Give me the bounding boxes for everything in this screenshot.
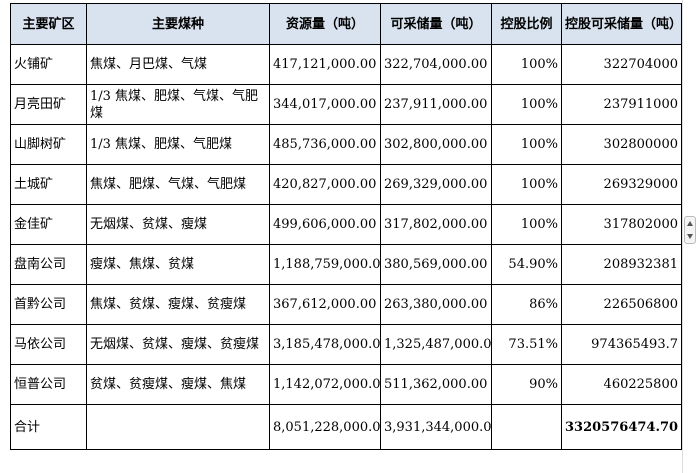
cell-region: 月亮田矿 (10, 84, 87, 125)
header-reserve: 可采储量（吨） (380, 3, 492, 45)
cell-region: 马依公司 (10, 324, 87, 365)
cell-total-reserve: 3,931,344,000.00 (380, 404, 492, 450)
cell-region: 山脚树矿 (10, 124, 87, 165)
cell-held: 208932381 (561, 244, 682, 285)
cell-coal: 无烟煤、贫煤、瘦煤、贫瘦煤 (86, 324, 270, 365)
cell-total-ratio (491, 404, 562, 450)
cell-region: 首黔公司 (10, 284, 87, 325)
cell-resource: 499,606,000.00 (269, 204, 381, 245)
cell-held: 269329000 (561, 164, 682, 205)
table-row: 首黔公司 焦煤、贫煤、瘦煤、贫瘦煤 367,612,000.00 263,380… (10, 284, 682, 325)
cell-region: 恒普公司 (10, 364, 87, 405)
page-edge-divider (682, 0, 683, 473)
cell-coal: 贫煤、贫瘦煤、瘦煤、焦煤 (86, 364, 270, 405)
cell-coal: 焦煤、肥煤、气煤、气肥煤 (86, 164, 270, 205)
cell-coal: 无烟煤、贫煤、瘦煤 (86, 204, 270, 245)
scroll-arrows-icon (687, 221, 693, 239)
cell-reserve: 263,380,000.00 (380, 284, 492, 325)
table-row: 马依公司 无烟煤、贫煤、瘦煤、贫瘦煤 3,185,478,000.00 1,32… (10, 324, 682, 365)
table-row: 盘南公司 瘦煤、焦煤、贫煤 1,188,759,000.00 380,569,0… (10, 244, 682, 285)
cell-coal: 瘦煤、焦煤、贫煤 (86, 244, 270, 285)
table-total-row: 合计 8,051,228,000.00 3,931,344,000.00 332… (10, 404, 682, 450)
table-row: 土城矿 焦煤、肥煤、气煤、气肥煤 420,827,000.00 269,329,… (10, 164, 682, 205)
header-held-reserve: 控股可采储量（吨） (561, 3, 682, 45)
cell-resource: 344,017,000.00 (269, 84, 381, 125)
cell-held: 974365493.7 (561, 324, 682, 365)
table-row: 火铺矿 焦煤、月巴煤、气煤 417,121,000.00 322,704,000… (10, 44, 682, 85)
cell-total-coal (86, 404, 270, 450)
cell-ratio: 86% (491, 284, 562, 325)
cell-ratio: 54.90% (491, 244, 562, 285)
cell-reserve: 322,704,000.00 (380, 44, 492, 85)
mine-reserve-table: 主要矿区 主要煤种 资源量（吨） 可采储量（吨） 控股比例 控股可采储量（吨） … (10, 3, 682, 450)
cell-held: 460225800 (561, 364, 682, 405)
cell-region: 火铺矿 (10, 44, 87, 85)
header-coal-type: 主要煤种 (86, 3, 270, 45)
cell-region: 土城矿 (10, 164, 87, 205)
cell-reserve: 237,911,000.00 (380, 84, 492, 125)
cell-ratio: 73.51% (491, 324, 562, 365)
cell-held: 322704000 (561, 44, 682, 85)
cell-total-label: 合计 (10, 404, 87, 450)
cell-resource: 1,188,759,000.00 (269, 244, 381, 285)
cell-ratio: 100% (491, 124, 562, 165)
table-row: 月亮田矿 1/3 焦煤、肥煤、气煤、气肥煤 344,017,000.00 237… (10, 84, 682, 125)
cell-resource: 417,121,000.00 (269, 44, 381, 85)
cell-reserve: 317,802,000.00 (380, 204, 492, 245)
cell-region: 金佳矿 (10, 204, 87, 245)
table-header-row: 主要矿区 主要煤种 资源量（吨） 可采储量（吨） 控股比例 控股可采储量（吨） (10, 3, 682, 45)
cell-coal: 焦煤、贫煤、瘦煤、贫瘦煤 (86, 284, 270, 325)
cell-reserve: 269,329,000.00 (380, 164, 492, 205)
cell-region: 盘南公司 (10, 244, 87, 285)
table-row: 山脚树矿 1/3 焦煤、肥煤、气肥煤 485,736,000.00 302,80… (10, 124, 682, 165)
table-row: 金佳矿 无烟煤、贫煤、瘦煤 499,606,000.00 317,802,000… (10, 204, 682, 245)
cell-resource: 367,612,000.00 (269, 284, 381, 325)
cell-ratio: 90% (491, 364, 562, 405)
cell-ratio: 100% (491, 84, 562, 125)
cell-held: 302800000 (561, 124, 682, 165)
header-mine-region: 主要矿区 (10, 3, 87, 45)
header-holding-ratio: 控股比例 (491, 3, 562, 45)
cell-reserve: 1,325,487,000.00 (380, 324, 492, 365)
cell-ratio: 100% (491, 44, 562, 85)
cell-resource: 420,827,000.00 (269, 164, 381, 205)
cell-resource: 485,736,000.00 (269, 124, 381, 165)
cell-ratio: 100% (491, 164, 562, 205)
header-resource: 资源量（吨） (269, 3, 381, 45)
cell-reserve: 302,800,000.00 (380, 124, 492, 165)
cell-reserve: 380,569,000.00 (380, 244, 492, 285)
cell-reserve: 511,362,000.00 (380, 364, 492, 405)
document-page: 主要矿区 主要煤种 资源量（吨） 可采储量（吨） 控股比例 控股可采储量（吨） … (10, 3, 682, 450)
cell-coal: 1/3 焦煤、肥煤、气煤、气肥煤 (86, 84, 270, 125)
cell-total-resource: 8,051,228,000.00 (269, 404, 381, 450)
cell-ratio: 100% (491, 204, 562, 245)
cell-resource: 1,142,072,000.00 (269, 364, 381, 405)
cell-resource: 3,185,478,000.00 (269, 324, 381, 365)
cell-coal: 焦煤、月巴煤、气煤 (86, 44, 270, 85)
cell-held: 317802000 (561, 204, 682, 245)
scroll-handle[interactable] (684, 216, 696, 244)
cell-held: 237911000 (561, 84, 682, 125)
cell-held: 226506800 (561, 284, 682, 325)
cell-total-held: 3320576474.70 (561, 404, 682, 450)
cell-coal: 1/3 焦煤、肥煤、气肥煤 (86, 124, 270, 165)
table-row: 恒普公司 贫煤、贫瘦煤、瘦煤、焦煤 1,142,072,000.00 511,3… (10, 364, 682, 405)
